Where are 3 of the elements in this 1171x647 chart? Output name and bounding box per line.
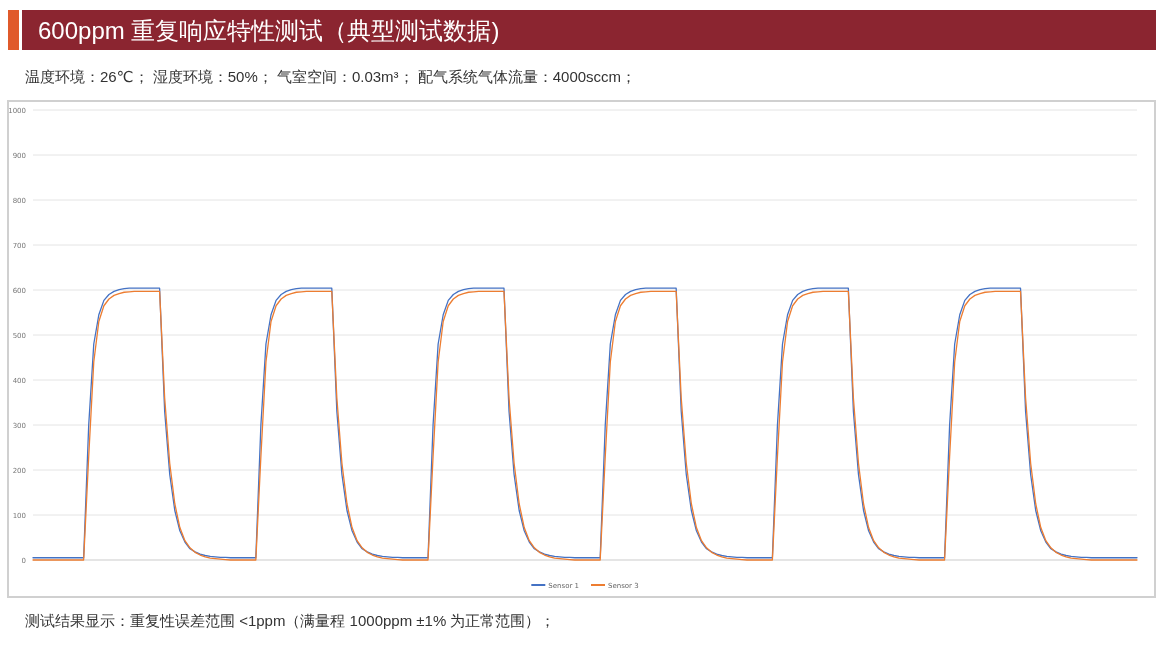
chart-title: 600ppm 重复响应特性测试（典型测试数据): [38, 17, 500, 44]
text: 测试结果显示：重复性误差范围 <1ppm（满量程 1000ppm ±1% 为正常范围）；: [25, 612, 556, 629]
chart-subtitle: 温度环境：26℃； 湿度环境：50%； 气室空间：0.03m³； 配气系统气体流量：4000sccm；: [25, 68, 637, 85]
